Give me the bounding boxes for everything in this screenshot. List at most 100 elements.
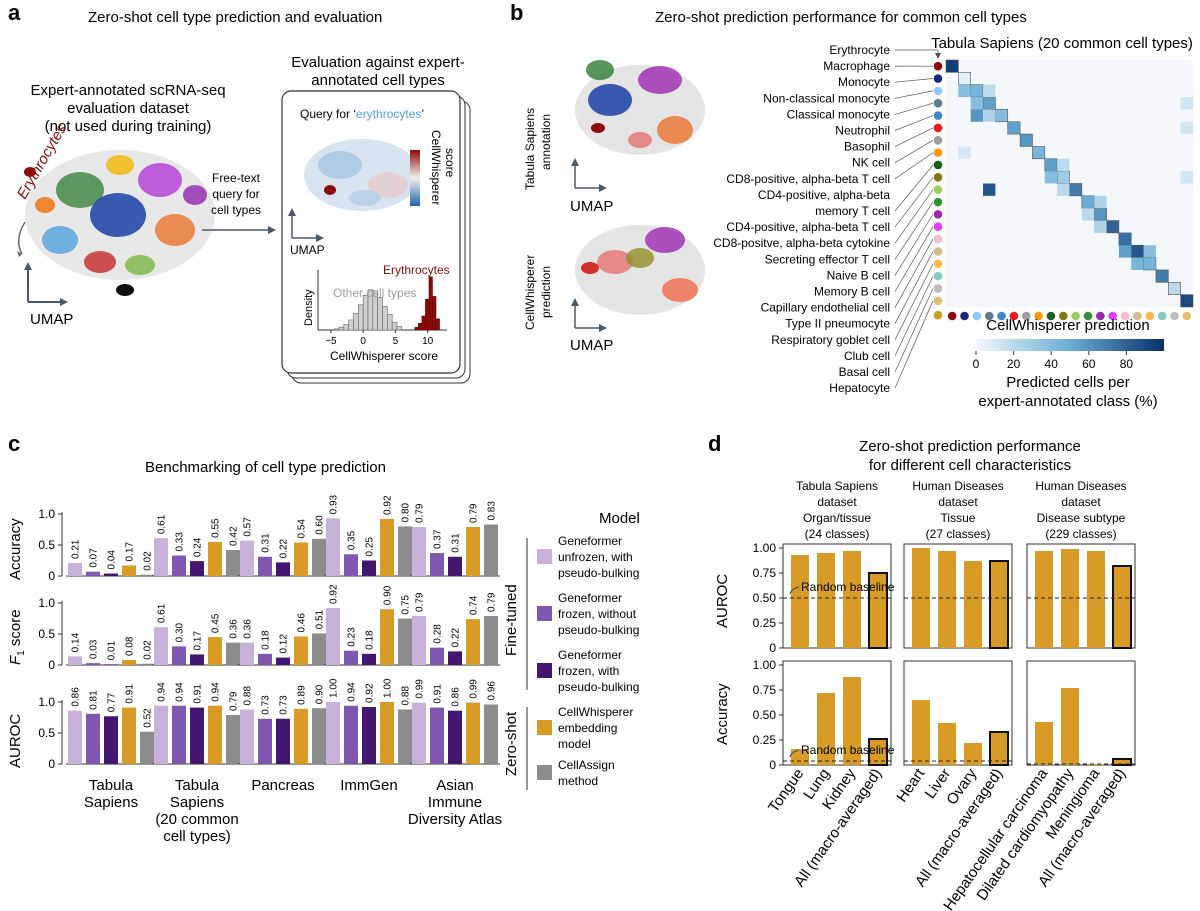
bar-value-label: 0.55: [211, 518, 222, 538]
cell-type-label: Neutrophil: [835, 124, 890, 138]
score-colorbar: [410, 150, 420, 206]
benchmark-bar: [140, 663, 154, 665]
characteristic-bar: [989, 560, 1009, 649]
heatmap-offdiagonal-cell: [1094, 195, 1107, 209]
hist-bar-erythrocytes: [435, 318, 440, 331]
benchmark-bar: [190, 561, 204, 576]
legend-entry-label: Geneformer: [558, 591, 622, 605]
bar-value-label: 0.25: [365, 537, 376, 557]
leader-line: [894, 263, 934, 340]
query-line-3: cell types: [211, 203, 261, 217]
subplot-frame: [782, 660, 892, 766]
benchmark-bar: [448, 556, 462, 576]
characteristic-bar: [938, 551, 956, 648]
heatmap-diagonal-cell: [982, 96, 996, 110]
heatmap-offdiagonal-cell: [1081, 208, 1095, 221]
benchmark-bar-chart: 0 0.5 1.0 Accuracy 0.21 0.07 0.04 0.17 0.02 0.61 0…: [7, 494, 502, 845]
bar-value-label: 0.18: [365, 630, 376, 650]
bar-value-label: 0.30: [175, 622, 186, 642]
heatmap-offdiagonal-cell: [1094, 220, 1107, 233]
benchmark-bar: [258, 718, 272, 764]
colorbar-label-line-1: Predicted cells per: [1006, 374, 1129, 391]
bar-value-label: 0.94: [175, 682, 186, 702]
random-baseline-label: Random baseline: [801, 580, 895, 594]
heatmap-diagonal-cell: [1130, 244, 1144, 258]
legend-entry-label: model: [558, 737, 591, 751]
y-tick-label: 0: [48, 757, 55, 771]
hist-bar-other: [382, 306, 388, 331]
legend-entry-label: pseudo-bulking: [558, 680, 639, 694]
bar-value-label: 0.99: [415, 679, 426, 699]
subplot-header: Disease subtype: [1037, 511, 1126, 525]
cell-type-label: Macrophage: [823, 59, 890, 73]
bar-value-label: 0.92: [365, 683, 376, 703]
row-color-dot: [933, 197, 943, 207]
hist-tick-label: 0: [360, 336, 366, 347]
bar-value-label: 0.74: [469, 595, 480, 615]
benchmark-bar: [430, 553, 444, 576]
heatmap-diagonal-cell: [1069, 183, 1083, 197]
benchmark-bar: [466, 702, 480, 764]
heatmap-offdiagonal-cell: [1057, 158, 1070, 172]
benchmark-bar: [344, 705, 358, 764]
benchmark-bar: [86, 663, 100, 665]
hist-bar-other: [396, 326, 403, 331]
heatmap-offdiagonal-cell: [1180, 97, 1193, 110]
umap-label-b-top: UMAP: [570, 198, 613, 215]
f1-label-rest: score: [7, 609, 24, 650]
row-color-dot: [933, 284, 943, 293]
panel-label-c: c: [8, 431, 20, 456]
benchmark-bar: [226, 642, 240, 665]
bar-value-label: 0.17: [125, 542, 136, 562]
legend-entry-label: embedding: [558, 721, 617, 735]
eval-title-line-1: Evaluation against expert-: [291, 54, 464, 71]
benchmark-bar: [140, 731, 154, 764]
bar-value-label: 0.93: [329, 494, 340, 514]
benchmark-bar: [172, 555, 186, 576]
umap-label-b-bottom: UMAP: [570, 337, 613, 354]
cell-type-label: Secreting effector T cell: [765, 252, 890, 266]
y-tick-label: 0.5: [38, 538, 55, 552]
characteristic-bar: [817, 693, 835, 765]
colorbar-tick-label: 80: [1120, 357, 1134, 371]
y-tick-label: 1.00: [753, 541, 777, 555]
row-color-dot: [933, 61, 943, 71]
cell-type-label: Basal cell: [839, 365, 890, 379]
leader-arrowhead: [935, 53, 941, 59]
colorbar-tick-label: 20: [1007, 357, 1021, 371]
legend-entry-label: pseudo-bulking: [558, 623, 639, 637]
bar-value-label: 0.91: [433, 684, 444, 704]
bar-value-label: 0.24: [193, 537, 204, 557]
category-label: Heart: [893, 765, 928, 805]
bar-value-label: 0.33: [175, 532, 186, 552]
bar-value-label: 0.01: [107, 640, 118, 660]
heatmap-offdiagonal-cell: [958, 146, 971, 159]
bar-value-label: 0.91: [193, 684, 204, 704]
panel-c-title: Benchmarking of cell type prediction: [145, 459, 386, 476]
bar-value-label: 0.12: [279, 634, 290, 654]
legend-entry-label: Geneformer: [558, 648, 622, 662]
umap-label-a-inner: UMAP: [290, 243, 325, 257]
dataset-label: Asian: [436, 777, 474, 794]
benchmark-bar: [154, 705, 168, 764]
cell-type-label: Naive B cell: [827, 268, 890, 282]
subplot-frame: [1026, 543, 1136, 649]
panel-a-title: Zero-shot cell type prediction and evalu…: [88, 9, 382, 26]
y-tick-label: 1.0: [38, 596, 55, 610]
bar-value-label: 0.51: [315, 609, 326, 629]
leader-line: [894, 152, 934, 180]
heatmap-offdiagonal-cell: [1180, 171, 1193, 184]
heatmap-diagonal-cell: [970, 84, 984, 98]
benchmark-bar: [190, 707, 204, 764]
dataset-caption-line-3: (not used during training): [45, 118, 212, 135]
panel-d-title-line-2: for different cell characteristics: [869, 457, 1071, 474]
bar-value-label: 0.22: [279, 538, 290, 558]
heatmap-offdiagonal-cell: [958, 84, 971, 98]
legend-swatch: [537, 720, 552, 735]
characteristic-bar: [1112, 758, 1132, 766]
group-label-fine-tuned: Fine-tuned: [503, 584, 520, 656]
hist-bar-erythrocytes: [428, 276, 433, 331]
panel-a-dataset-caption: Expert-annotated scRNA-seq evaluation da…: [30, 82, 225, 135]
heatmap-offdiagonal-cell: [983, 84, 996, 98]
baseline-arrow: [789, 586, 800, 595]
